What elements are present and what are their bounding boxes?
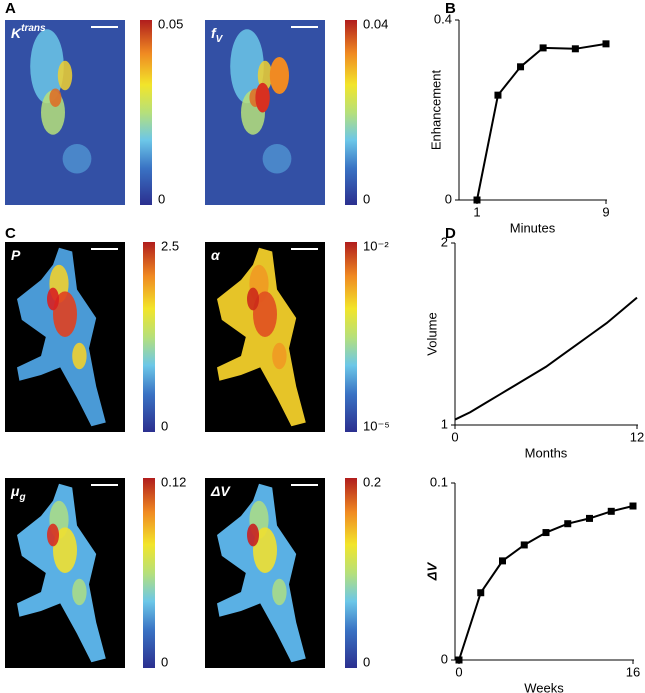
panel-label: B (445, 0, 456, 17)
colorbar-tick-label: 0.12 (161, 474, 186, 489)
marker (520, 541, 528, 549)
map-region (53, 527, 77, 573)
map-label-sub: g (18, 492, 25, 503)
map-region (272, 342, 287, 370)
colorbar (143, 478, 155, 668)
map-region (257, 60, 273, 91)
map-label: P (11, 247, 21, 263)
map-region (47, 523, 59, 547)
marker (539, 44, 547, 52)
marker (586, 514, 593, 522)
colorbar-tick-label: 2.5 (161, 238, 179, 253)
x-axis-label: Minutes (510, 220, 556, 235)
x-axis-label: Months (525, 445, 568, 460)
map-label: α (211, 247, 221, 263)
map-region (49, 88, 62, 107)
map-region (57, 60, 73, 91)
map-region (62, 143, 92, 174)
marker (455, 656, 463, 664)
x-tick-label: 1 (473, 204, 480, 219)
y-axis-label: Enhancement (428, 70, 443, 151)
colorbar (345, 20, 357, 205)
y-tick-label: 0 (441, 651, 448, 666)
map-label-main: P (11, 247, 21, 263)
map-region (72, 578, 87, 606)
colorbar-tick-label: 0.2 (363, 474, 381, 489)
x-tick-label: 0 (451, 429, 458, 444)
x-tick-label: 9 (602, 204, 609, 219)
colorbar-tick-label: 0 (158, 191, 165, 206)
colorbar (345, 478, 357, 668)
marker (542, 529, 550, 537)
tissue (17, 483, 106, 663)
y-tick-label: 0 (445, 191, 452, 206)
colorbar-tick-label: 0 (161, 654, 168, 669)
map-label: μg (10, 483, 26, 503)
x-tick-label: 12 (630, 429, 644, 444)
tissue (217, 483, 306, 663)
map-region (253, 291, 277, 338)
map-region (30, 29, 64, 104)
series-line (476, 42, 607, 201)
map-label: ΔV (210, 483, 231, 499)
map-region (230, 29, 264, 104)
map-label-sup: trans (21, 23, 46, 34)
map-label-main: ΔV (210, 483, 231, 499)
y-tick-label: 1 (441, 416, 448, 431)
map-region (269, 57, 289, 94)
map-region (53, 291, 77, 338)
colorbar (345, 242, 357, 432)
map-region (255, 82, 270, 113)
map-region (247, 523, 259, 547)
x-axis-label: Weeks (524, 680, 564, 693)
marker (571, 45, 579, 53)
y-axis-label: ΔV (424, 561, 439, 581)
map-region (247, 287, 259, 311)
y-tick-label: 2 (441, 234, 448, 249)
marker (564, 520, 572, 528)
map-label-main: μ (10, 483, 20, 499)
panel-label: D (445, 225, 456, 242)
map-label-main: K (11, 25, 22, 41)
marker (607, 507, 615, 515)
map-region (253, 527, 277, 573)
map-label: fV (211, 25, 224, 45)
colorbar-tick-label: 10⁻² (363, 238, 389, 253)
colorbar (143, 242, 155, 432)
panel-label: A (5, 0, 16, 17)
map-region (262, 143, 292, 174)
map-region (272, 578, 287, 606)
marker (477, 589, 485, 597)
colorbar-tick-label: 0.05 (158, 16, 183, 31)
marker (629, 502, 637, 510)
marker (517, 63, 525, 71)
map-label-sub: V (216, 34, 224, 45)
colorbar-tick-label: 0 (363, 191, 370, 206)
colorbar-tick-label: 10⁻⁵ (363, 418, 390, 433)
colorbar-tick-label: 0 (363, 654, 370, 669)
marker (602, 40, 610, 48)
map-region (47, 287, 59, 311)
colorbar (140, 20, 152, 205)
map-region (72, 342, 87, 370)
tissue (17, 247, 106, 427)
y-tick-label: 0.1 (430, 474, 448, 489)
y-tick-label: 0.4 (434, 11, 452, 26)
map-label-main: f (211, 25, 217, 41)
map-label-main: α (211, 247, 221, 263)
series-line (454, 296, 638, 421)
panel-label: C (5, 225, 16, 242)
y-axis-label: Volume (424, 312, 439, 355)
marker (494, 91, 502, 99)
colorbar-tick-label: 0 (161, 418, 168, 433)
x-tick-label: 16 (626, 664, 640, 679)
x-tick-label: 0 (455, 664, 462, 679)
marker (473, 196, 481, 204)
map-label: Ktrans (11, 23, 46, 41)
colorbar-tick-label: 0.04 (363, 16, 388, 31)
tissue (217, 247, 306, 427)
marker (499, 557, 506, 565)
